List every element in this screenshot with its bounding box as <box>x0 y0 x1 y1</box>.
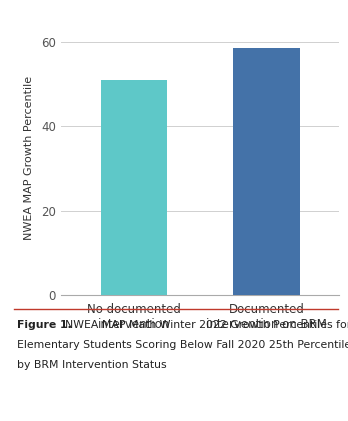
Y-axis label: NWEA MAP Growth Percentile: NWEA MAP Growth Percentile <box>24 76 34 240</box>
Text: NWEA MAP Math Winter 2022 Growth Percentiles for: NWEA MAP Math Winter 2022 Growth Percent… <box>65 320 348 330</box>
Text: Elementary Students Scoring Below Fall 2020 25th Percentile: Elementary Students Scoring Below Fall 2… <box>17 340 348 350</box>
Bar <box>101 80 167 295</box>
Bar <box>233 48 300 295</box>
Text: Figure 1.: Figure 1. <box>17 320 72 330</box>
Text: by BRM Intervention Status: by BRM Intervention Status <box>17 360 167 370</box>
